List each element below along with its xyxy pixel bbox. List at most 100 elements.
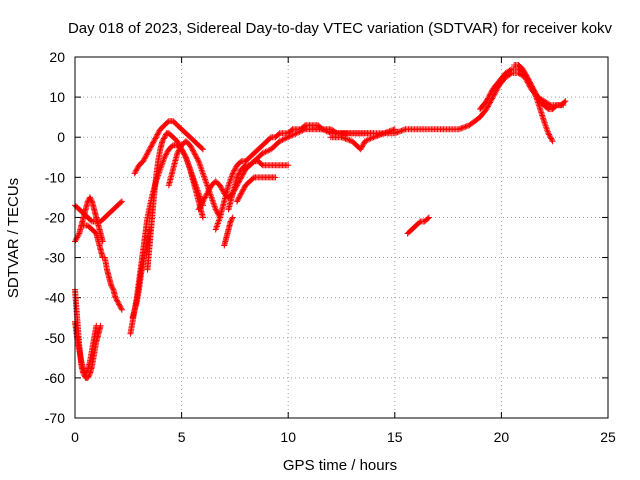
data-point	[147, 144, 154, 151]
data-point	[484, 104, 491, 111]
data-point	[549, 138, 556, 145]
data-point	[188, 170, 195, 177]
data-point	[208, 195, 215, 202]
data-point	[196, 205, 203, 212]
data-point	[462, 123, 469, 130]
data-point	[212, 206, 219, 213]
y-tick-label: -10	[45, 169, 65, 185]
data-point	[484, 95, 491, 102]
data-point	[213, 224, 220, 231]
data-point	[237, 191, 244, 198]
data-point	[184, 158, 191, 165]
data-points	[72, 62, 569, 381]
data-point	[358, 144, 365, 151]
data-point	[343, 136, 350, 143]
data-point	[424, 215, 431, 222]
data-point	[228, 217, 235, 224]
data-point	[234, 198, 241, 205]
data-point	[342, 135, 349, 142]
y-tick-label: -30	[45, 250, 65, 266]
y-tick-label: -70	[45, 410, 65, 426]
data-point	[213, 207, 220, 214]
data-point	[108, 282, 115, 289]
data-point	[261, 149, 268, 156]
data-point	[531, 87, 538, 94]
data-point	[236, 170, 243, 177]
data-point	[394, 129, 401, 136]
data-point	[152, 135, 159, 142]
data-point	[543, 125, 550, 132]
data-point	[241, 185, 248, 192]
data-point	[206, 186, 213, 193]
data-point	[485, 102, 492, 109]
data-point	[198, 165, 205, 172]
data-point	[85, 373, 92, 380]
x-axis-label: GPS time / hours	[283, 457, 397, 474]
data-point	[339, 134, 346, 141]
data-point	[218, 185, 225, 192]
data-point	[199, 198, 206, 205]
data-point	[153, 132, 160, 139]
data-point	[200, 197, 207, 204]
data-point	[73, 235, 80, 242]
data-point	[239, 189, 246, 196]
data-point	[182, 152, 189, 159]
data-point	[215, 218, 222, 225]
data-point	[210, 200, 217, 207]
data-point	[118, 305, 125, 312]
data-point	[161, 154, 168, 161]
data-point	[483, 106, 490, 113]
data-point	[202, 193, 209, 200]
data-point	[370, 134, 377, 141]
data-point	[203, 179, 210, 186]
data-point	[143, 152, 150, 159]
data-point	[188, 169, 195, 176]
data-point	[84, 374, 91, 381]
data-point	[395, 128, 402, 135]
data-point	[144, 150, 151, 157]
data-point	[272, 174, 279, 181]
data-point	[455, 126, 462, 133]
data-point	[116, 302, 123, 309]
data-point	[188, 144, 195, 151]
data-point	[146, 146, 153, 153]
data-point	[364, 136, 371, 143]
data-point	[276, 138, 283, 145]
data-point	[212, 226, 219, 233]
series-arc-13	[212, 122, 398, 233]
data-point	[185, 161, 192, 168]
series-arc-9	[144, 130, 206, 273]
data-point	[82, 370, 89, 377]
data-point	[236, 168, 243, 175]
data-point	[230, 168, 237, 175]
data-point	[229, 215, 236, 222]
data-point	[360, 140, 367, 147]
y-axis-label: SDTVAR / TECUs	[5, 178, 22, 298]
data-point	[290, 131, 297, 138]
data-point	[289, 132, 296, 139]
series-arc-20	[404, 214, 432, 237]
y-tick-label: 20	[49, 49, 65, 65]
data-point	[153, 134, 160, 141]
data-point	[209, 197, 216, 204]
data-point	[263, 148, 270, 155]
data-point	[174, 138, 181, 145]
data-point	[234, 197, 241, 204]
data-point	[199, 168, 206, 175]
data-point	[458, 125, 465, 132]
data-point	[533, 91, 540, 98]
data-point	[463, 123, 470, 130]
data-point	[369, 134, 376, 141]
x-tick-label: 25	[600, 429, 616, 445]
data-point	[202, 194, 209, 201]
data-point	[86, 194, 93, 201]
x-tick-label: 5	[178, 429, 186, 445]
data-point	[229, 214, 236, 221]
data-point	[398, 127, 405, 134]
data-point	[521, 68, 528, 75]
data-point	[199, 214, 206, 221]
data-point	[199, 170, 206, 177]
data-point	[359, 143, 366, 150]
data-point	[84, 368, 91, 375]
data-point	[109, 285, 116, 292]
